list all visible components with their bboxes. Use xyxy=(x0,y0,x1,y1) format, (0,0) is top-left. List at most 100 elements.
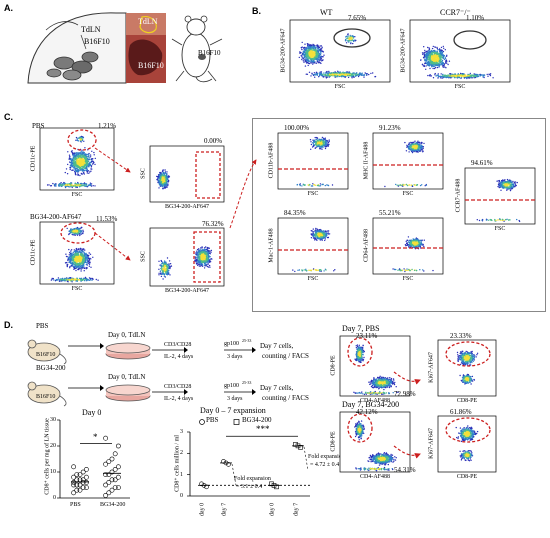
c-pbs-cd11c xyxy=(39,127,115,191)
flow-density xyxy=(46,135,96,189)
day0-point xyxy=(83,480,89,485)
exp-legend-pbs: PBS xyxy=(206,416,219,424)
subp-mhc-pct: 91.23% xyxy=(379,124,401,132)
day0-sig: * xyxy=(93,432,98,443)
exp-xtick: day 7 xyxy=(293,502,300,517)
c-pbs-cd11c-pct: 1.21% xyxy=(98,122,117,130)
c-bg-cd11c-xlabel: FSC xyxy=(71,286,83,292)
d7-bg-pct-top: 42.12% xyxy=(356,408,378,416)
d7-bg-title: Day 7, BG34-200 xyxy=(342,400,400,409)
day0-point xyxy=(116,464,121,470)
day0-point xyxy=(106,459,112,464)
d7-pbs-p1-xlabel: CD4-AF488 xyxy=(359,398,390,404)
d7-bg-p1-ylabel: CD8-PE xyxy=(330,431,337,452)
day0-title: Day 0 xyxy=(82,408,102,417)
day0-point xyxy=(83,485,89,490)
panel-label-a: A. xyxy=(4,3,13,13)
day0-point xyxy=(71,474,76,480)
tumor-cartoon-icon xyxy=(46,51,99,81)
exp-point xyxy=(293,442,298,447)
scheme-row-1-culture: CD3/CD28 xyxy=(164,342,192,348)
scheme-row-1-culture2: IL-2, 4 days xyxy=(164,354,194,360)
mouse-drawing-icon xyxy=(171,15,223,83)
row-label-bg34: BG34-200-AF647 xyxy=(30,213,82,221)
scheme-row-1-graphic xyxy=(27,339,256,365)
gate-rect xyxy=(195,151,221,199)
day0-point xyxy=(71,482,76,488)
scheme-row-2-culture2: IL-2, 4 days xyxy=(164,396,194,402)
day0-point xyxy=(77,482,83,488)
d7-bg-pct2: 61.86% xyxy=(450,408,472,416)
d7-pbs-cd4cd8 xyxy=(339,335,411,397)
subp-cd11b-xlabel: FSC xyxy=(307,191,319,197)
d7-pbs-pct-top: 23.11% xyxy=(356,332,378,340)
subp-ccr7-ylabel: CCR7-AF488 xyxy=(455,178,462,213)
day0-point xyxy=(112,451,118,457)
subp-ccr7-xlabel: FSC xyxy=(494,226,506,232)
gate-ellipse xyxy=(67,129,97,151)
flow-density xyxy=(292,227,336,273)
gate-ellipse xyxy=(453,30,487,50)
exp-xtick: day 7 xyxy=(221,502,228,517)
scheme-row-2-out1: Day 7 cells, xyxy=(260,384,294,392)
culture-dish-icon xyxy=(105,384,151,402)
panel-b-plot-1-xlabel: FSC xyxy=(334,84,346,90)
day0-point xyxy=(106,472,112,477)
exp-xtick: day 0 xyxy=(199,502,206,517)
day0-point xyxy=(106,480,112,485)
exp-legend-bg: BG34-200 xyxy=(242,416,272,424)
d7-pbs-title: Day 7, PBS xyxy=(342,324,380,333)
gate-ellipse xyxy=(347,413,373,443)
day0-point xyxy=(109,487,115,493)
day0-point xyxy=(74,472,80,477)
day0-xtick-bg: BG34-200 xyxy=(100,502,126,508)
day0-ylabel: CD8⁺ cells per mg of LN tissue xyxy=(44,418,51,495)
subp-cd11b-ylabel: CD11b-AF488 xyxy=(268,142,275,179)
scheme-row-2-peptide: gp100 xyxy=(224,383,239,389)
day0-point xyxy=(74,487,80,493)
d7-pbs-p2-ylabel: Ki67-AF647 xyxy=(428,352,435,383)
scheme-row-1-days: 3 days xyxy=(227,354,243,360)
flow-density xyxy=(158,246,213,280)
scheme-row-1-group: PBS xyxy=(36,322,49,330)
subp-cd64-pct: 55.21% xyxy=(379,209,401,217)
exp-ytick: 0 xyxy=(180,493,183,499)
panel-b-plot-2-title: CCR7⁻/⁻ xyxy=(440,8,471,17)
scheme-row-1-out2: counting / FACS xyxy=(262,352,309,360)
day0-point xyxy=(103,493,108,498)
mouse-icon xyxy=(27,339,67,365)
c-pbs-cd11c-xlabel: FSC xyxy=(71,192,83,198)
day0-point xyxy=(83,467,89,472)
panel-b-plot-1-pct: 7.65% xyxy=(348,14,367,22)
d7-bg-p2-xlabel: CD8-PE xyxy=(456,474,478,480)
gate-rect xyxy=(193,231,221,283)
d7-pbs-ki67 xyxy=(437,339,497,397)
c-bg-ssc xyxy=(149,227,225,287)
day0-point xyxy=(71,464,76,470)
d7-bg-pct-bottom: 54.31% xyxy=(394,466,416,474)
legend-square-icon xyxy=(233,419,240,425)
scheme-row-2-graphic xyxy=(27,381,256,407)
flow-density xyxy=(296,136,334,187)
day0-point xyxy=(74,482,80,488)
scheme-row-2-days: 3 days xyxy=(227,396,243,402)
subp-mhc-ylabel: MHC II-AF488 xyxy=(363,141,370,180)
culture-dish-icon xyxy=(105,342,151,360)
exp-ytick: 3 xyxy=(180,429,183,435)
day0-point xyxy=(71,490,76,496)
scheme-row-2-out2: counting / FACS xyxy=(262,394,309,402)
subp-ccr7-pct: 94.61% xyxy=(471,159,493,167)
legend-circle-icon xyxy=(199,419,205,425)
d7-bg-p2-ylabel: Ki67-AF647 xyxy=(428,428,435,459)
subp-cd64-xlabel: FSC xyxy=(402,276,414,282)
panel-b-plot-1-ylabel: BG34-200-AF647 xyxy=(280,28,287,73)
flow-density xyxy=(384,140,428,188)
subp-mac1-xlabel: FSC xyxy=(307,276,319,282)
day0-point xyxy=(80,469,86,475)
exp-point xyxy=(274,484,279,490)
day0-point xyxy=(116,474,121,480)
subp-mhc-xlabel: FSC xyxy=(402,191,414,197)
tdln-left-label: TdLN xyxy=(81,25,101,34)
mouse-schematic xyxy=(27,12,223,84)
